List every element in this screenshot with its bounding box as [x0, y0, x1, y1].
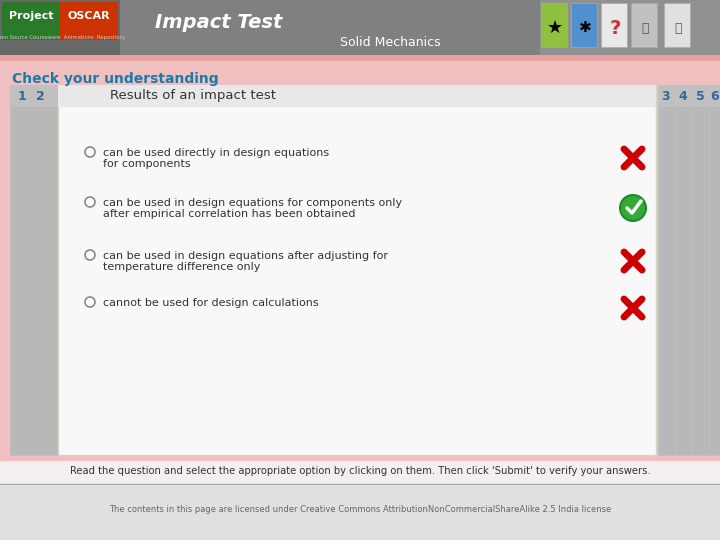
Text: 4: 4	[679, 90, 688, 103]
FancyBboxPatch shape	[0, 483, 720, 540]
Text: Open Source Courseware  Animations  Repository: Open Source Courseware Animations Reposi…	[0, 36, 125, 40]
Text: 6: 6	[711, 90, 719, 103]
FancyBboxPatch shape	[120, 0, 540, 55]
FancyBboxPatch shape	[10, 85, 58, 107]
FancyBboxPatch shape	[0, 0, 720, 55]
Circle shape	[85, 197, 95, 207]
FancyBboxPatch shape	[0, 461, 720, 483]
FancyBboxPatch shape	[709, 85, 720, 455]
FancyBboxPatch shape	[571, 3, 597, 47]
Text: for components: for components	[103, 159, 191, 169]
Circle shape	[620, 195, 646, 221]
Circle shape	[85, 250, 95, 260]
Circle shape	[85, 147, 95, 157]
FancyBboxPatch shape	[0, 484, 720, 485]
Text: can be used in design equations after adjusting for: can be used in design equations after ad…	[103, 251, 388, 261]
Text: ✱: ✱	[579, 21, 591, 36]
Text: cannot be used for design calculations: cannot be used for design calculations	[103, 298, 319, 308]
FancyBboxPatch shape	[2, 2, 60, 40]
FancyBboxPatch shape	[58, 85, 656, 455]
FancyBboxPatch shape	[658, 85, 675, 107]
Text: The contents in this page are licensed under Creative Commons AttributionNonComm: The contents in this page are licensed u…	[109, 505, 611, 515]
FancyBboxPatch shape	[658, 85, 675, 455]
FancyBboxPatch shape	[675, 85, 692, 455]
Text: Check your understanding: Check your understanding	[12, 72, 219, 86]
FancyBboxPatch shape	[0, 55, 720, 61]
Text: after empirical correlation has been obtained: after empirical correlation has been obt…	[103, 209, 356, 219]
Text: 🖨: 🖨	[674, 22, 682, 35]
Text: 1: 1	[17, 90, 27, 103]
FancyBboxPatch shape	[692, 85, 709, 107]
Text: Project: Project	[9, 11, 53, 21]
FancyBboxPatch shape	[675, 85, 692, 107]
Text: 5: 5	[696, 90, 704, 103]
FancyBboxPatch shape	[58, 85, 656, 107]
Text: Impact Test: Impact Test	[155, 12, 282, 31]
Text: OSCAR: OSCAR	[68, 11, 110, 21]
FancyBboxPatch shape	[541, 3, 567, 47]
Text: Read the question and select the appropriate option by clicking on them. Then cl: Read the question and select the appropr…	[70, 466, 650, 476]
Text: can be used in design equations for components only: can be used in design equations for comp…	[103, 198, 402, 208]
FancyBboxPatch shape	[10, 85, 58, 455]
Text: ★: ★	[547, 19, 563, 37]
Circle shape	[85, 297, 95, 307]
Text: Results of an impact test: Results of an impact test	[110, 90, 276, 103]
FancyBboxPatch shape	[631, 3, 657, 47]
Text: ?: ?	[609, 18, 621, 37]
Text: 🧳: 🧳	[642, 22, 649, 35]
FancyBboxPatch shape	[709, 85, 720, 107]
Text: Solid Mechanics: Solid Mechanics	[340, 36, 441, 49]
FancyBboxPatch shape	[0, 0, 420, 55]
Text: temperature difference only: temperature difference only	[103, 262, 261, 272]
FancyBboxPatch shape	[601, 3, 627, 47]
FancyBboxPatch shape	[664, 3, 690, 47]
FancyBboxPatch shape	[692, 85, 709, 455]
Text: 3: 3	[662, 90, 670, 103]
Text: can be used directly in design equations: can be used directly in design equations	[103, 148, 329, 158]
Text: 2: 2	[35, 90, 45, 103]
FancyBboxPatch shape	[0, 0, 120, 55]
FancyBboxPatch shape	[60, 2, 118, 40]
